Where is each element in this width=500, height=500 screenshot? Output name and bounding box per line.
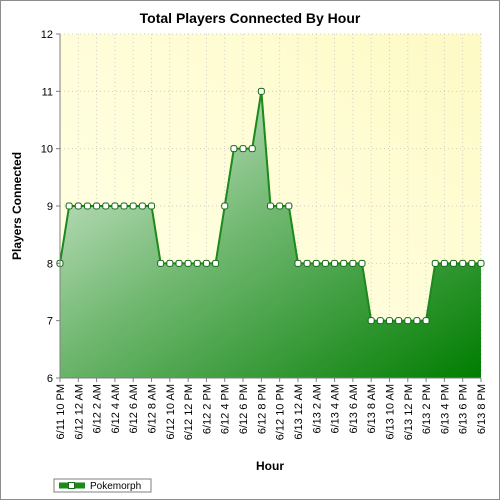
- data-point: [358, 259, 366, 267]
- x-tick-label: 6/12 6 PM: [238, 384, 250, 434]
- x-tick-label: 6/13 8 PM: [476, 384, 488, 434]
- data-point: [129, 202, 137, 210]
- x-tick-label: 6/13 6 AM: [348, 384, 360, 434]
- legend-label: Pokemorph: [90, 481, 141, 492]
- data-point: [65, 202, 73, 210]
- data-point: [413, 317, 421, 325]
- data-point: [184, 259, 192, 267]
- data-point: [440, 259, 448, 267]
- legend-box: [53, 478, 152, 493]
- legend-marker: [68, 482, 75, 489]
- data-point: [267, 202, 274, 210]
- data-point: [276, 202, 284, 210]
- y-tick-label: 7: [47, 316, 53, 328]
- y-axis-ticks: 6 7 8 9 10 11 12: [41, 29, 60, 385]
- data-point: [312, 259, 320, 267]
- x-tick-label: 6/12 4 PM: [220, 384, 232, 434]
- x-tick-label: 6/13 6 PM: [458, 384, 470, 434]
- data-point: [468, 259, 476, 267]
- x-tick-label: 6/12 10 PM: [275, 384, 287, 440]
- x-tick-label: 6/13 4 PM: [439, 384, 451, 434]
- data-point: [431, 259, 439, 267]
- y-axis-label: Players Connected: [10, 152, 24, 260]
- x-axis-label: Hour: [256, 459, 284, 473]
- y-tick-label: 8: [47, 258, 53, 270]
- x-tick-label: 6/12 12 AM: [73, 384, 85, 440]
- data-point: [239, 145, 247, 153]
- x-tick-label: 6/12 6 AM: [128, 384, 140, 434]
- x-tick-label: 6/13 8 AM: [366, 384, 378, 434]
- data-point: [285, 202, 293, 210]
- series-area: [60, 91, 481, 378]
- data-point: [230, 145, 238, 153]
- x-tick-label: 6/11 10 PM: [55, 384, 67, 439]
- y-tick-label: 6: [47, 373, 53, 385]
- x-tick-label: 6/12 12 PM: [183, 384, 195, 440]
- chart-title: Total Players Connected By Hour: [140, 10, 361, 26]
- data-point: [257, 87, 265, 95]
- data-point: [221, 202, 229, 210]
- data-point: [93, 202, 101, 210]
- data-point: [83, 202, 91, 210]
- legend: Pokemorph: [53, 478, 152, 493]
- data-point: [157, 259, 165, 267]
- data-point: [294, 259, 302, 267]
- data-point: [166, 259, 174, 267]
- data-point: [422, 317, 430, 325]
- data-point: [331, 259, 339, 267]
- y-tick-label: 12: [41, 29, 53, 41]
- x-tick-label: 6/12 10 AM: [165, 384, 177, 440]
- x-tick-label: 6/13 2 AM: [311, 384, 323, 434]
- x-tick-label: 6/12 2 AM: [92, 384, 104, 434]
- data-point: [340, 259, 348, 267]
- data-point: [202, 259, 210, 267]
- y-tick-label: 9: [47, 201, 53, 213]
- data-point: [193, 259, 201, 267]
- data-point: [376, 317, 384, 325]
- data-point: [102, 202, 110, 210]
- x-tick-label: 6/13 4 AM: [330, 384, 342, 434]
- data-point: [477, 259, 485, 267]
- data-point: [248, 145, 256, 153]
- data-point: [367, 317, 375, 325]
- data-point: [395, 317, 403, 325]
- data-point: [148, 202, 156, 210]
- data-point: [450, 259, 458, 267]
- x-tick-label: 6/13 12 AM: [293, 384, 305, 440]
- y-tick-label: 11: [42, 86, 53, 98]
- data-point: [459, 259, 467, 267]
- data-point: [175, 259, 183, 267]
- x-axis-ticks: 6/11 10 PM 6/12 12 AM 6/12 2 AM 6/12 4 AM 6/…: [55, 378, 488, 440]
- x-tick-label: 6/13 10 AM: [384, 384, 396, 440]
- data-point: [74, 202, 82, 210]
- data-point: [303, 259, 311, 267]
- data-point: [404, 317, 412, 325]
- x-tick-label: 6/13 2 PM: [421, 384, 433, 434]
- x-tick-label: 6/12 2 PM: [201, 384, 213, 434]
- y-tick-label: 10: [41, 144, 53, 156]
- data-point: [349, 259, 357, 267]
- data-point: [212, 259, 220, 267]
- data-point: [111, 202, 119, 210]
- data-point: [138, 202, 146, 210]
- x-tick-label: 6/12 8 PM: [256, 384, 268, 434]
- data-point: [321, 259, 329, 267]
- x-tick-label: 6/13 12 PM: [403, 384, 415, 440]
- data-point: [120, 202, 128, 210]
- x-tick-label: 6/12 4 AM: [110, 384, 122, 434]
- data-point: [385, 317, 393, 325]
- x-tick-label: 6/12 8 AM: [147, 384, 159, 434]
